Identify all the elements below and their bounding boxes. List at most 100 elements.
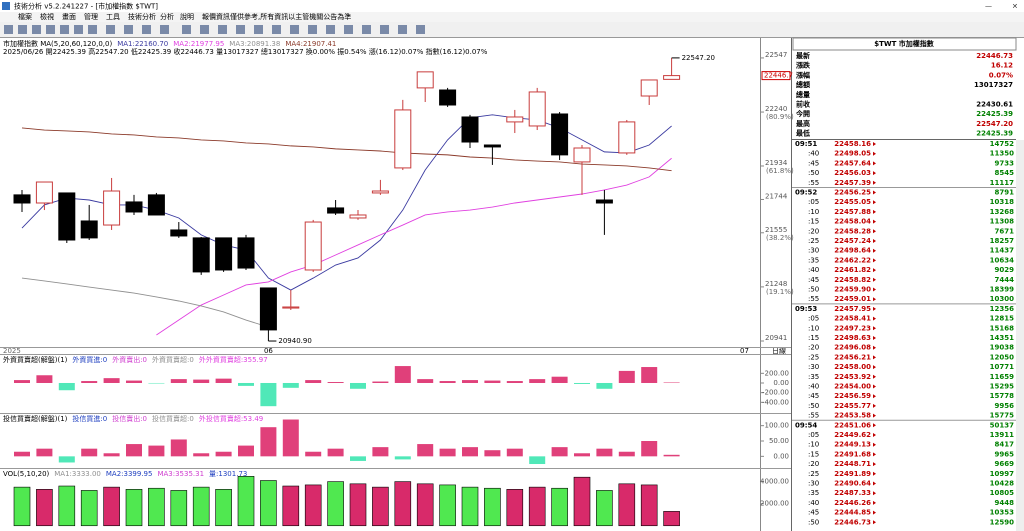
bar [462, 380, 478, 383]
y-tick-label: 22240 [765, 105, 787, 113]
field-value: 22446.73 [976, 52, 1013, 60]
ma-label: MA4:21907.41 [285, 40, 336, 48]
toolbar-icons[interactable] [4, 25, 425, 34]
tick-volume: 50137 [990, 421, 1014, 429]
bar [551, 376, 568, 383]
tick-time: :55 [808, 179, 819, 187]
tick-time: 09:51 [795, 140, 817, 148]
tick-price: 22456.59 [834, 392, 871, 400]
bar [641, 441, 658, 457]
tick-price: 22457.24 [834, 237, 871, 245]
tick-price: 22456.03 [834, 169, 871, 177]
window-controls[interactable]: — [985, 3, 992, 11]
volume-bar [596, 490, 613, 527]
tick-price: 22498.63 [834, 334, 871, 342]
tick-time: :25 [808, 353, 819, 361]
tick-marker [873, 248, 876, 253]
close-button[interactable]: ✕ [1012, 3, 1018, 11]
candle-body [349, 214, 367, 219]
bar [215, 451, 232, 457]
tick-time: :15 [808, 334, 819, 342]
tick-price: 22491.89 [834, 470, 871, 478]
tick-time: :45 [808, 392, 819, 400]
tick-marker [873, 161, 876, 166]
tick-marker [873, 413, 876, 418]
tick-price: 22456.25 [834, 189, 871, 197]
volume-bar [663, 511, 680, 527]
bar [618, 370, 635, 383]
title-bar [0, 0, 1024, 12]
bar [148, 445, 165, 457]
bar [170, 439, 187, 457]
field-label: 最高 [796, 119, 810, 128]
y-tick-label: -200.00 [762, 389, 789, 397]
tick-time: 09:52 [795, 189, 817, 197]
y-tick-label: 20941 [765, 334, 787, 342]
tick-price: 22451.06 [834, 421, 871, 429]
candle-body [282, 306, 300, 309]
start-label: 2025 [3, 347, 21, 355]
tick-marker [873, 491, 876, 496]
candle-body [595, 199, 613, 204]
next-label: 07 [740, 347, 749, 355]
bar [170, 379, 187, 383]
bar [14, 451, 30, 457]
y-tick-label: 21744 [765, 192, 788, 200]
tick-marker [873, 258, 876, 263]
tick-volume: 10805 [990, 489, 1014, 497]
candle-body [573, 147, 591, 163]
tick-marker [873, 268, 876, 273]
low-label: 20940.90 [278, 337, 311, 345]
info-text: 外資買賣超:0 [152, 355, 194, 364]
candle-body [394, 109, 412, 169]
bar [596, 448, 613, 457]
menu-item[interactable]: 畫面 [62, 12, 76, 21]
candle-body [304, 221, 322, 271]
info-line: 2025/06/26 開22425.39 高22547.20 低22425.39… [3, 47, 488, 56]
tick-price: 22448.71 [834, 460, 871, 468]
menu-bar [0, 12, 1024, 22]
bar [305, 451, 322, 457]
tick-time: :40 [808, 383, 819, 391]
fib-label: (38.2%) [766, 234, 794, 242]
bar [126, 444, 142, 457]
bar [238, 382, 254, 386]
candle-body [663, 75, 681, 80]
menu-item[interactable]: 分析 [160, 12, 174, 21]
menu-item[interactable]: 檢視 [40, 12, 54, 21]
bar [417, 379, 434, 383]
tick-time: :55 [808, 412, 819, 420]
volume-bar [640, 484, 658, 527]
info-text: MA3:3535.31 [157, 470, 204, 478]
notice: 報價資訊僅供參考,所有資訊以主管機關公告為準 [202, 12, 351, 21]
menu-item[interactable]: 檔案 [18, 12, 32, 21]
tick-price: 22498.64 [834, 247, 871, 255]
tick-time: :15 [808, 218, 819, 226]
y-tick-label: 21555 [765, 226, 787, 234]
scrollbar[interactable] [1016, 140, 1024, 531]
volume-bar [439, 484, 456, 527]
bar [350, 456, 366, 461]
volume-bar [551, 487, 568, 527]
menu-item[interactable]: 工具 [106, 13, 120, 21]
tick-volume: 10997 [990, 470, 1014, 478]
tick-price: 22455.77 [834, 402, 871, 410]
volume-bar [372, 486, 389, 527]
volume-bar [282, 485, 300, 527]
bar [394, 456, 411, 460]
tick-volume: 8791 [995, 189, 1015, 197]
menu-item[interactable]: 技術分析 [128, 12, 156, 21]
ma-line [156, 157, 672, 336]
tick-volume: 18257 [990, 237, 1014, 245]
y-tick-label: 100.00 [765, 422, 790, 430]
menu-item[interactable]: 說明 [180, 12, 194, 21]
bar [327, 448, 344, 457]
field-value: 13017327 [974, 81, 1013, 89]
bar [14, 380, 30, 383]
tick-marker [873, 403, 876, 408]
tick-marker [873, 171, 876, 176]
tick-price: 22449.13 [834, 441, 871, 449]
tick-time: :40 [808, 150, 819, 158]
menu-item[interactable]: 管理 [84, 12, 98, 21]
info-text: 投信賣出:0 [112, 414, 147, 423]
